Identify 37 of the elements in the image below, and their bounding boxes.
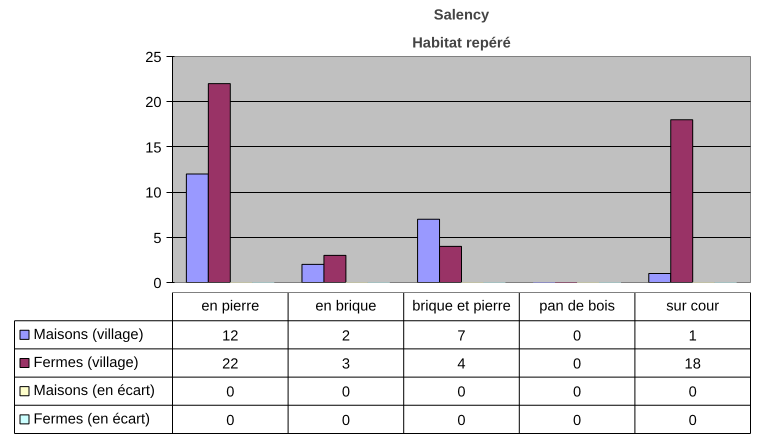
- data-label: 0: [573, 356, 582, 372]
- legend-label: Maisons (village): [34, 326, 144, 343]
- data-label: 0: [688, 384, 697, 401]
- y-tick-label: 15: [145, 140, 162, 156]
- legend-label: Fermes (village): [34, 354, 139, 371]
- data-label: 0: [457, 412, 466, 429]
- data-label: 0: [226, 384, 234, 401]
- data-label: 18: [684, 356, 701, 372]
- y-tick-label: 25: [145, 50, 162, 66]
- x-tick-label: pan de bois: [539, 298, 616, 315]
- y-tick-label: 10: [145, 186, 162, 202]
- data-label: 1: [688, 328, 697, 344]
- data-label: 0: [573, 412, 582, 429]
- chart-title: Salency: [434, 8, 490, 24]
- chart-subtitle: Habitat repéré: [412, 36, 511, 52]
- data-label: 0: [457, 384, 466, 401]
- data-label: 0: [226, 412, 234, 429]
- data-label: 0: [688, 412, 697, 429]
- legend-label: Maisons (en écart): [34, 383, 155, 400]
- data-label: 12: [222, 328, 238, 344]
- data-label: 7: [457, 328, 466, 344]
- data-label: 0: [573, 384, 582, 401]
- data-label: 4: [457, 356, 466, 372]
- x-tick-label: en brique: [315, 298, 376, 315]
- y-tick-label: 0: [153, 276, 162, 292]
- x-tick-label: brique et pierre: [412, 298, 511, 315]
- y-tick-label: 20: [145, 95, 162, 112]
- x-tick-label: en pierre: [201, 298, 260, 315]
- data-label: 3: [342, 356, 350, 372]
- legend-label: Fermes (en écart): [34, 411, 150, 428]
- x-tick-label: sur cour: [666, 298, 720, 315]
- data-label: 0: [342, 384, 350, 401]
- data-label: 0: [573, 328, 582, 344]
- data-label: 0: [342, 412, 350, 429]
- y-tick-label: 5: [153, 230, 162, 247]
- data-label: 2: [342, 328, 350, 344]
- data-label: 22: [222, 356, 238, 372]
